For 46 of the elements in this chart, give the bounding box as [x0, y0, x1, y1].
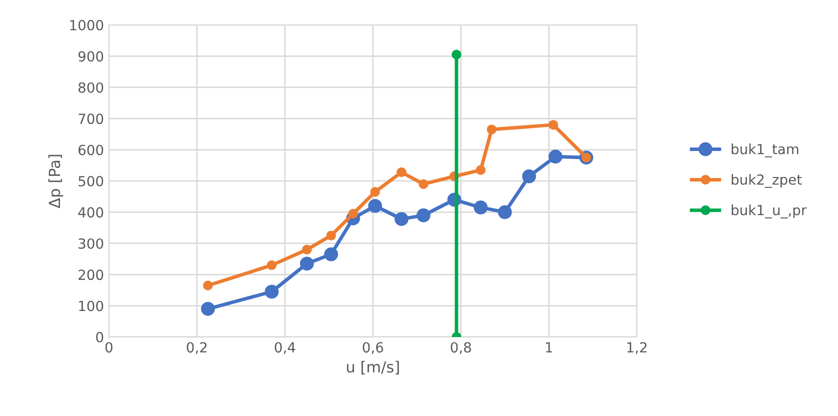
x-tick-label: 0,4: [274, 342, 296, 354]
point: [416, 208, 430, 222]
y-tick-label: 300: [78, 238, 104, 249]
point: [486, 124, 497, 134]
x-tick-label: 1,2: [627, 342, 647, 354]
point: [394, 212, 408, 226]
legend-label: buk2_zpet: [732, 174, 802, 188]
point: [418, 179, 428, 189]
x-tick-label: 0,2: [186, 342, 207, 354]
legend-label: buk1_tam: [732, 144, 798, 158]
x-tick-label: 0,6: [362, 342, 384, 354]
point: [498, 205, 512, 220]
legend-label: buk1_u_,pr: [732, 204, 807, 218]
point: [266, 260, 277, 270]
y-tick-label: 200: [78, 270, 104, 280]
point: [348, 208, 358, 219]
point: [548, 150, 562, 164]
point: [522, 169, 536, 184]
point: [452, 50, 462, 60]
point: [368, 198, 382, 213]
point: [326, 230, 336, 240]
y-tick-label: 500: [78, 176, 104, 186]
point: [302, 244, 312, 254]
point: [264, 284, 279, 299]
point: [203, 280, 213, 290]
y-tick-label: 700: [78, 114, 104, 124]
point: [396, 167, 406, 178]
x-tick-label: 1: [546, 342, 552, 352]
x-tick-label: 0,8: [450, 342, 471, 354]
point: [548, 120, 558, 130]
point: [324, 247, 338, 262]
point: [200, 302, 215, 316]
y-tick-label: 400: [78, 207, 104, 218]
y-axis-title: Δp [Pa]: [48, 154, 64, 208]
y-tick-label: 0: [96, 332, 104, 342]
x-tick-label: 0: [105, 342, 112, 353]
x-axis-title: u [m/s]: [346, 360, 399, 374]
point: [300, 256, 314, 271]
y-tick-label: 800: [78, 82, 104, 93]
point: [476, 165, 486, 175]
point: [370, 187, 380, 197]
y-tick-label: 1000: [70, 20, 104, 30]
point: [474, 200, 488, 214]
y-tick-label: 900: [78, 51, 104, 62]
y-tick-label: 100: [79, 300, 104, 312]
y-tick-label: 600: [78, 144, 104, 156]
